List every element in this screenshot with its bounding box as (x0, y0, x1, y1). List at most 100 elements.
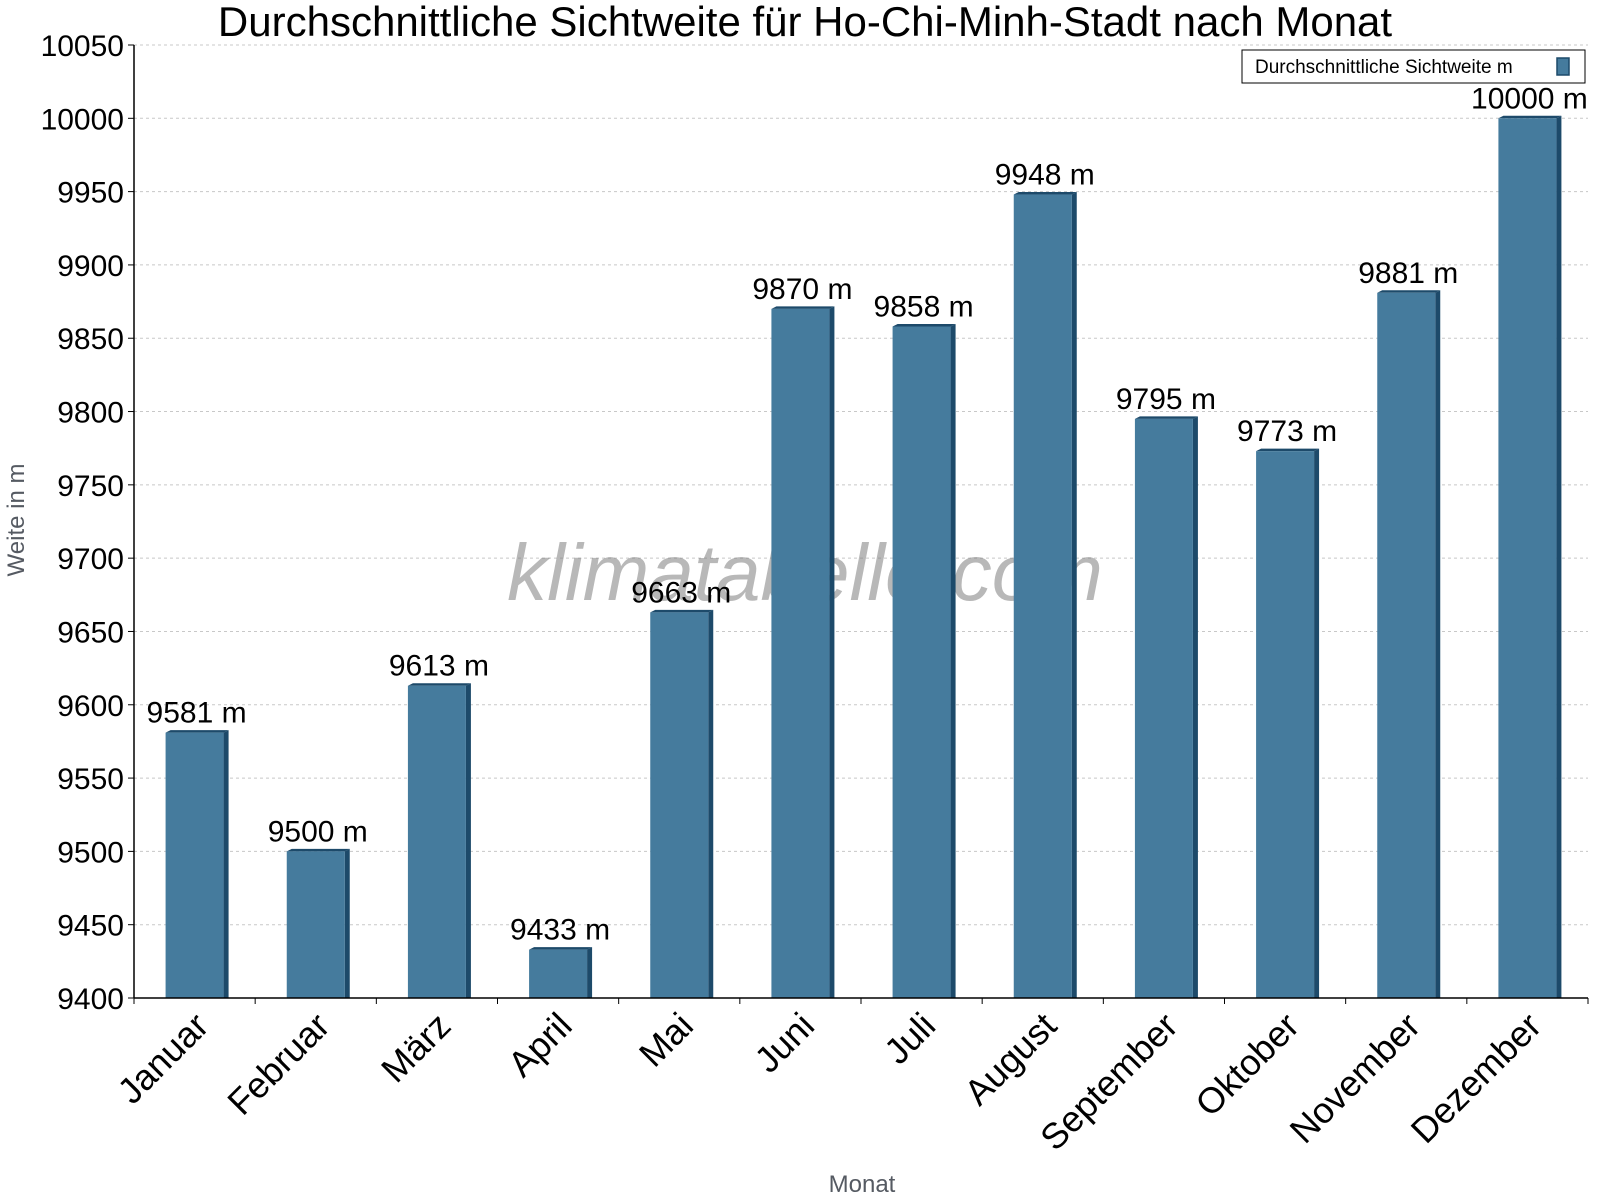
data-label: 9433 m (510, 914, 610, 947)
bar-front (529, 949, 588, 998)
y-tick-label: 9850 (57, 323, 124, 356)
gridlines (134, 44, 1588, 926)
data-label: 9500 m (268, 815, 368, 848)
bar-front (165, 732, 224, 998)
data-label: 9948 m (995, 159, 1095, 192)
y-tick-label: 10000 (41, 103, 124, 136)
bar-side (1192, 416, 1198, 998)
bar-6 (771, 306, 835, 998)
bar-2 (286, 848, 350, 998)
bar-top (1377, 290, 1441, 293)
y-tick-label: 9550 (57, 763, 124, 796)
bar-3 (407, 683, 471, 998)
x-axis-label: Monat (829, 1171, 896, 1198)
data-label: 9613 m (389, 650, 489, 683)
bar-front (1013, 194, 1072, 998)
x-tick-labels: Januar Februar März April Mai Juni Juli AugustS… (109, 1005, 1549, 1159)
x-tick-label: Mai (631, 1005, 701, 1075)
bar-front (1377, 292, 1436, 998)
bar-side (1314, 448, 1320, 998)
bar-12 (1498, 115, 1562, 999)
x-tick-label: Juni (746, 1005, 822, 1081)
bar-top (1134, 416, 1198, 419)
axes (128, 44, 1589, 1004)
y-tick-label: 9450 (57, 910, 124, 943)
y-tick-label: 9950 (57, 177, 124, 210)
bar-top (771, 306, 835, 309)
bar-1 (165, 730, 229, 998)
x-tick-label: Februar (219, 1005, 337, 1123)
data-label: 9858 m (874, 291, 974, 324)
y-tick-label: 9700 (57, 543, 124, 576)
legend-swatch (1556, 57, 1570, 76)
y-axis-label: Weite in m (3, 464, 30, 577)
x-tick-label: Januar (109, 1005, 216, 1112)
y-tick-label: 9650 (57, 616, 124, 649)
data-labels: 9581 m 9500 m 9613 m 9433 m 9663 m 9870 m 9858… (147, 82, 1588, 946)
bar-side (950, 324, 956, 998)
bar-top (529, 947, 593, 950)
bar-front (1134, 418, 1193, 998)
bar-side (344, 848, 350, 998)
bar-7 (892, 324, 956, 998)
bar-top (1256, 448, 1320, 452)
bar-side (1435, 290, 1441, 998)
bar-top (407, 683, 471, 686)
y-tick-label: 9500 (57, 836, 124, 869)
bar-side (465, 683, 471, 998)
bar-10 (1256, 448, 1320, 998)
legend-label: Durchschnittliche Sichtweite m (1255, 57, 1513, 78)
bar-top (1498, 115, 1562, 119)
data-label: 9581 m (147, 697, 247, 730)
bar-side (1071, 192, 1077, 998)
data-label: 9663 m (631, 576, 731, 609)
x-tick-label: November (1281, 1005, 1427, 1151)
bar-top (650, 609, 714, 613)
bar-front (1498, 118, 1557, 999)
bar-9 (1134, 416, 1198, 998)
data-label: 9881 m (1358, 257, 1458, 290)
bars (165, 115, 1562, 999)
bar-side (1556, 115, 1562, 999)
bar-top (165, 730, 229, 733)
bar-top (1013, 192, 1077, 195)
bar-side (223, 730, 229, 998)
x-tick-label: Oktober (1187, 1005, 1307, 1125)
bar-front (1256, 451, 1315, 998)
y-tick-label: 9900 (57, 250, 124, 283)
x-tick-label: Juli (876, 1005, 943, 1072)
bar-5 (650, 609, 714, 998)
bar-4 (529, 947, 593, 998)
bar-front (407, 685, 466, 998)
bar-side (708, 609, 714, 998)
y-tick-label: 9400 (57, 983, 124, 1016)
bar-8 (1013, 192, 1077, 998)
data-label: 9795 m (1116, 383, 1216, 416)
bar-side (829, 306, 835, 998)
bar-front (286, 851, 345, 998)
y-tick-label: 9800 (57, 397, 124, 430)
legend-box (1241, 49, 1586, 84)
y-tick-labels: 9400 9450 9500 9550 9600 9650 9700 9750 9800 9850… (41, 30, 124, 1016)
bar-side (587, 947, 593, 998)
x-tick-label: März (373, 1005, 459, 1091)
bar-front (650, 612, 709, 998)
bar-front (771, 308, 830, 998)
bar-11 (1377, 290, 1441, 998)
x-tick-label: April (500, 1005, 580, 1085)
x-tick-label: August (956, 1005, 1064, 1113)
x-tick-label: Dezember (1403, 1005, 1549, 1151)
data-label: 9870 m (752, 273, 852, 306)
y-tick-label: 10050 (41, 30, 124, 63)
legend: Durchschnittliche Sichtweite m (1241, 49, 1586, 84)
bar-top (892, 324, 956, 327)
y-tick-label: 9600 (57, 690, 124, 723)
bar-front (892, 326, 951, 998)
data-label: 9773 m (1237, 415, 1337, 448)
bar-top (286, 848, 350, 852)
data-label: 10000 m (1471, 82, 1588, 115)
chart-title: Durchschnittliche Sichtweite für Ho-Chi-… (218, 0, 1392, 45)
y-tick-label: 9750 (57, 470, 124, 503)
